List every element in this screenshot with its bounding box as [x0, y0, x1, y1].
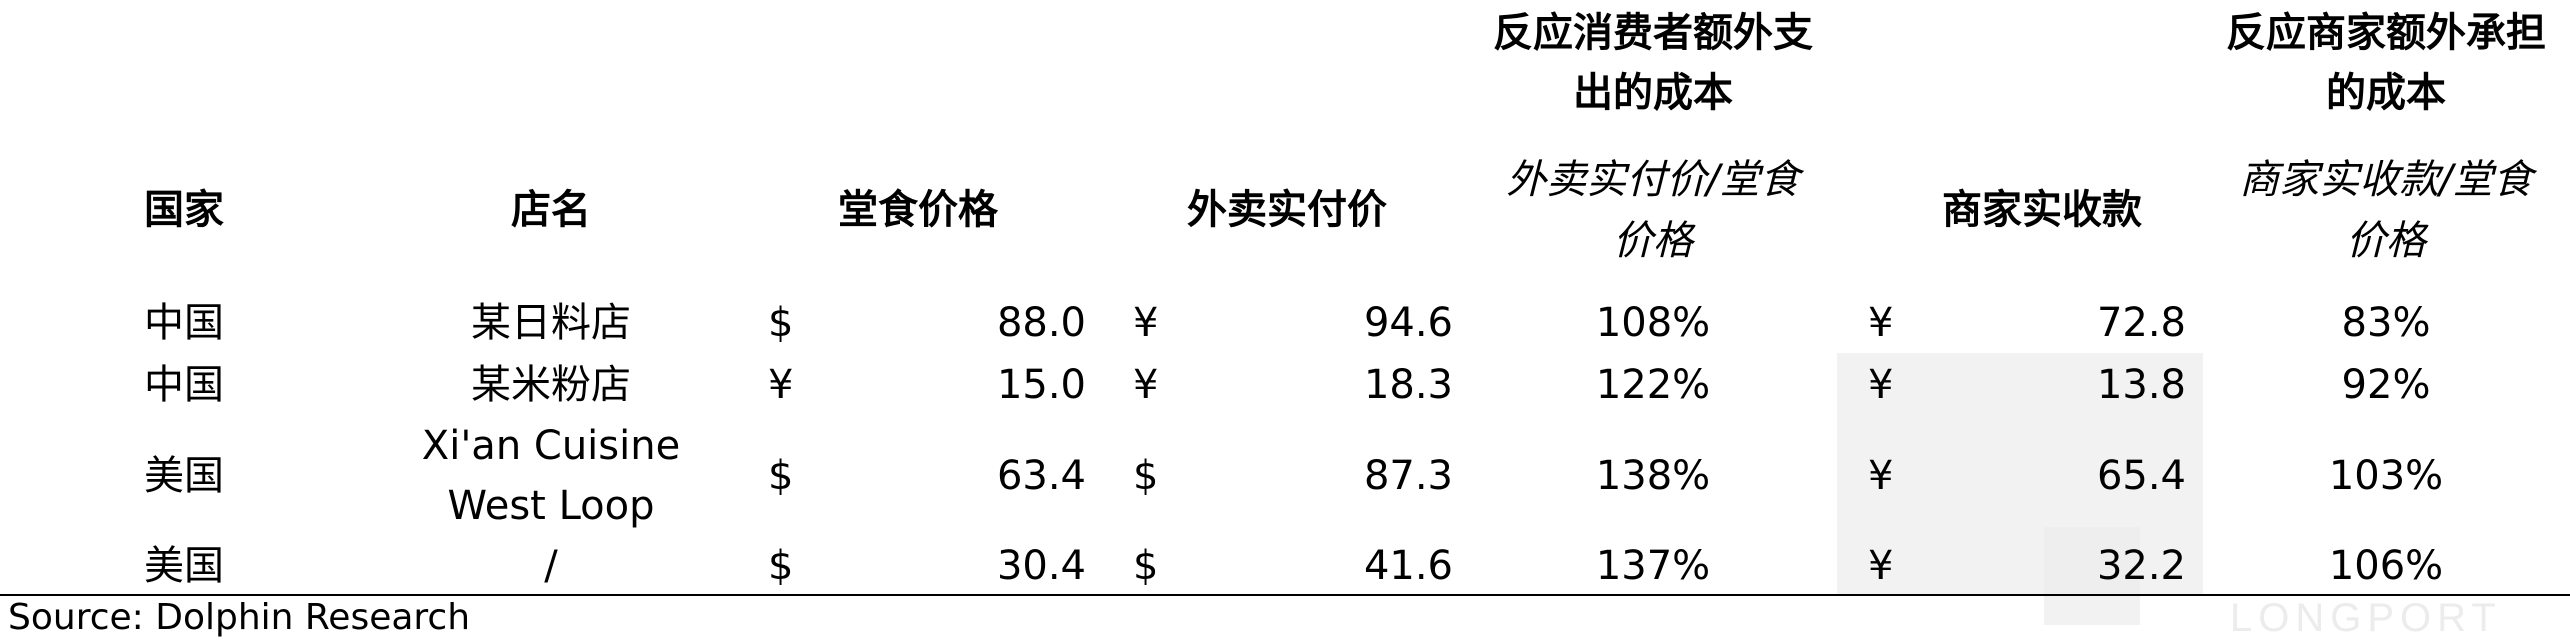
cell-ratio-merchant: 106%: [2328, 543, 2444, 589]
cell-delivery-price: 18.3: [1363, 362, 1453, 408]
cell-received-amount: 65.4: [2096, 453, 2186, 499]
header-delivery-paid: 外卖实付价: [1187, 187, 1387, 233]
header-ratio-consumer-2: 价格: [1613, 218, 1693, 264]
cell-store: 某米粉店: [471, 362, 631, 408]
header-ratio-merchant-1: 商家实收款/堂食: [2239, 157, 2533, 203]
cell-received-currency: ¥: [1868, 300, 1894, 346]
cell-dine-price: 15.0: [996, 362, 1086, 408]
cell-received-amount: 72.8: [2096, 300, 2186, 346]
cell-dine-currency: $: [768, 453, 794, 499]
header-dine-in-price: 堂食价格: [838, 187, 998, 233]
cell-received-currency: ¥: [1868, 362, 1894, 408]
group-header-consumer-2: 出的成本: [1573, 70, 1733, 116]
source-note: Source: Dolphin Research: [8, 597, 471, 638]
header-store: 店名: [511, 187, 591, 233]
cell-dine-price: 63.4: [996, 453, 1086, 499]
cell-delivery-currency: $: [1133, 453, 1159, 499]
cell-delivery-price: 94.6: [1363, 300, 1453, 346]
group-header-merchant-2: 的成本: [2326, 70, 2446, 116]
highlight-band: [1837, 353, 2203, 594]
header-merchant-received: 商家实收款: [1942, 187, 2142, 233]
table-bottom-rule: [0, 594, 2570, 596]
cell-ratio-merchant: 83%: [2341, 300, 2431, 346]
cell-dine-price: 30.4: [996, 543, 1086, 589]
cell-dine-currency: ¥: [768, 362, 794, 408]
cell-ratio-consumer: 137%: [1595, 543, 1711, 589]
header-country: 国家: [144, 187, 224, 233]
cell-country: 美国: [144, 453, 224, 499]
cell-received-currency: ¥: [1868, 543, 1894, 589]
cell-dine-currency: $: [768, 543, 794, 589]
cell-country: 中国: [144, 362, 224, 408]
cell-received-amount: 32.2: [2096, 543, 2186, 589]
cell-ratio-consumer: 108%: [1595, 300, 1711, 346]
watermark: LONGPORT: [2230, 596, 2502, 640]
cell-store: /: [544, 543, 558, 589]
cell-delivery-price: 41.6: [1363, 543, 1453, 589]
group-header-consumer-1: 反应消费者额外支: [1493, 10, 1813, 56]
cell-store: Xi'an Cuisine: [421, 423, 681, 469]
cell-store: West Loop: [447, 483, 655, 529]
cell-delivery-currency: ¥: [1133, 300, 1159, 346]
cell-dine-price: 88.0: [996, 300, 1086, 346]
cell-country: 美国: [144, 543, 224, 589]
cell-received-amount: 13.8: [2096, 362, 2186, 408]
cell-ratio-merchant: 103%: [2328, 453, 2444, 499]
cell-country: 中国: [144, 300, 224, 346]
group-header-merchant-1: 反应商家额外承担: [2226, 10, 2546, 56]
cell-received-currency: ¥: [1868, 453, 1894, 499]
header-ratio-merchant-2: 价格: [2346, 218, 2426, 264]
cell-delivery-currency: ¥: [1133, 362, 1159, 408]
cell-dine-currency: $: [768, 300, 794, 346]
cell-delivery-currency: $: [1133, 543, 1159, 589]
cell-ratio-merchant: 92%: [2341, 362, 2431, 408]
header-ratio-consumer-1: 外卖实付价/堂食: [1506, 157, 1800, 203]
cell-delivery-price: 87.3: [1363, 453, 1453, 499]
cell-ratio-consumer: 122%: [1595, 362, 1711, 408]
cell-ratio-consumer: 138%: [1595, 453, 1711, 499]
watermark-logo-icon: [2044, 527, 2140, 625]
cell-store: 某日料店: [471, 300, 631, 346]
